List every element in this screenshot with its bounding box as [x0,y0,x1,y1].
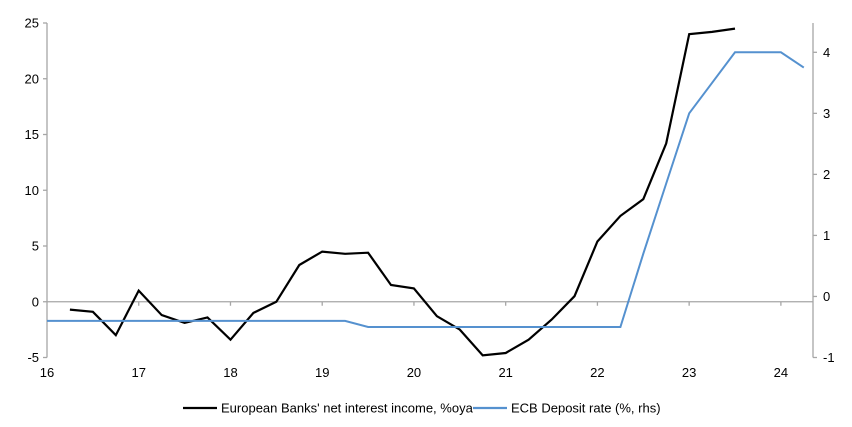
x-axis-tick-label: 17 [132,365,146,380]
left-axis-tick-label: 10 [25,183,39,198]
x-axis-tick-label: 18 [223,365,237,380]
legend-ecb-label: ECB Deposit rate (%, rhs) [511,401,661,416]
left-axis-tick-label: 5 [32,239,39,254]
legend-nii-label: European Banks' net interest income, %oy… [221,401,474,416]
left-axis-tick-label: 0 [32,294,39,309]
nii-line [69,27,736,357]
left-axis-tick-label: -5 [27,350,39,365]
x-axis-tick-label: 24 [774,365,788,380]
right-axis-tick-label: -1 [823,350,835,365]
x-axis-tick-label: 19 [315,365,329,380]
x-axis-tick-label: 23 [682,365,696,380]
ecb-deposit-rate-line [47,51,805,328]
x-axis-tick-label: 22 [590,365,604,380]
left-axis-tick-label: 15 [25,127,39,142]
left-axis-tick-label: 25 [25,16,39,31]
x-axis-tick-label: 21 [498,365,512,380]
right-axis-tick-label: 2 [823,167,830,182]
right-axis-tick-label: 3 [823,106,830,121]
x-axis-tick-label: 20 [407,365,421,380]
right-axis-tick-label: 4 [823,45,830,60]
right-axis-tick-label: 1 [823,228,830,243]
right-axis-tick-label: 0 [823,289,830,304]
left-axis-tick-label: 20 [25,71,39,86]
x-axis-tick-label: 16 [40,365,54,380]
